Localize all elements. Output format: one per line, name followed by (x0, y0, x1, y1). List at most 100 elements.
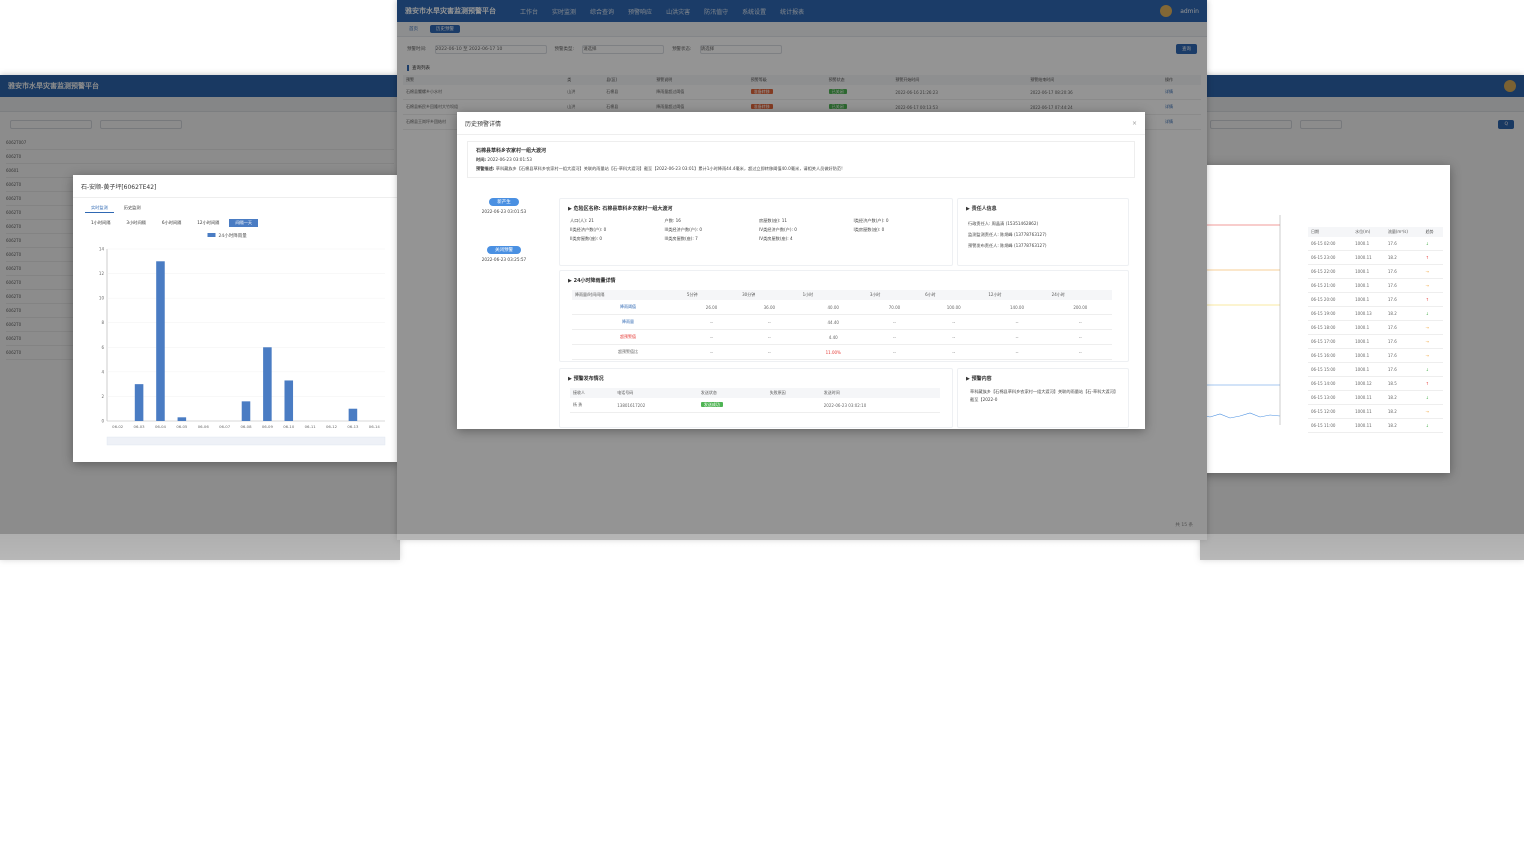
status-badge: 已关闭 (828, 104, 847, 109)
center-filter: 预警时间: 2022-06-10 至 2022-06-17 10 预警类型: 请… (397, 37, 1207, 61)
detail-link[interactable]: 详情 (1165, 89, 1174, 94)
bar (156, 261, 165, 421)
nav-item[interactable]: 预警响应 (628, 8, 653, 16)
rain-cell: 26.00 (683, 300, 740, 315)
x-tick-label: 06-03 (134, 424, 146, 429)
danger-stat: I类经济户数(户): 0 (853, 218, 889, 223)
list-title: 查询列表 (407, 65, 1197, 71)
rain-row: 降雨阈值 26.00 36.00 40.00 70.00 100.00 140.00 200.… (572, 300, 1112, 315)
y-tick-label: 6 (101, 345, 104, 350)
range-6h[interactable]: 6小时间隔 (161, 220, 182, 225)
rain-cell: 200.00 (1048, 300, 1112, 315)
water-level-cell: 17.6 (1384, 264, 1423, 279)
row-start: 2022-06-16 21:26:23 (892, 85, 1028, 100)
tab-history[interactable]: 历史监测 (123, 205, 141, 210)
row-level: 准备转移 (747, 85, 826, 100)
tab-history-warning[interactable]: 历史预警 (430, 25, 460, 33)
column-header: 预警开始时间 (892, 75, 1028, 85)
desc-label: 预警描述: (476, 166, 495, 171)
water-level-row: 06-15 14:00 1000.12 18.5 ↑ (1308, 376, 1443, 391)
x-tick-label: 06-07 (219, 424, 231, 429)
row-op: 详情 (1162, 114, 1201, 130)
range-1h[interactable]: 1小时间隔 (91, 220, 111, 225)
warning-desc: 草科藏族乡【石棉县草科乡农家村一组大渡河】关联的雨量站【石-草科大渡河】截至【2… (495, 166, 843, 171)
bar (263, 347, 272, 421)
rain-cell: 36.00 (739, 300, 800, 315)
nav-item[interactable]: 综合查询 (590, 8, 615, 16)
left-date-input[interactable] (10, 119, 92, 129)
water-level-cell: 06-15 02:00 (1308, 237, 1353, 251)
bar (284, 380, 294, 421)
nav-item[interactable]: 山洪灾害 (666, 8, 691, 16)
status-badge: 已关闭 (828, 89, 847, 94)
user-avatar[interactable] (1504, 80, 1516, 92)
water-level-row: 06-15 19:00 1000.13 18.2 ↓ (1308, 306, 1443, 321)
nav-item[interactable]: 防汛值守 (704, 8, 729, 16)
water-level-cell: 06-15 16:00 (1308, 348, 1353, 363)
rain-cell: -- (866, 314, 923, 330)
rain-row: 超预警值比 -- -- 11.00% -- -- -- -- (572, 344, 1112, 360)
water-level-cell: 1000.11 (1352, 390, 1385, 405)
right-select[interactable] (1300, 119, 1342, 129)
warning-place: 石棉县草科乡农家村一组大渡河 (476, 148, 547, 154)
publish-title-text: 预警发布情况 (573, 376, 604, 382)
right-query-button[interactable]: Q (1498, 119, 1514, 129)
nav-item[interactable]: 工作台 (520, 8, 539, 16)
row-op: 详情 (1162, 99, 1201, 115)
tab-realtime[interactable]: 实时监测 (85, 204, 114, 213)
water-level-chart (1200, 215, 1281, 425)
rain-row-name: 降雨量 (572, 314, 684, 330)
rain-cell: -- (739, 329, 800, 345)
status-select[interactable]: 请选择 (699, 44, 782, 54)
legend-swatch (207, 233, 216, 237)
column-header: 县(区) (603, 75, 654, 85)
water-level-cell: 1000.11 (1352, 250, 1385, 265)
publish-col-header: 电话号码 (614, 388, 698, 398)
water-level-row: 06-15 11:00 1000.11 18.2 ↓ (1308, 418, 1443, 433)
rain-bar-chart: 24小时降雨量 0 2 4 6 8 10 12 14 06-02 06-03 06-04 06-05 06… (99, 232, 386, 446)
timeline-close: 关闭预警 (487, 246, 521, 254)
nav-item[interactable]: 实时监测 (552, 8, 577, 16)
responsible-line: 行政责任人: 周晶清 (15351462862) (968, 221, 1039, 226)
water-level-cell: 1000.13 (1352, 306, 1385, 321)
publish-table: 接收人 电话号码 发送状态 失败原因 发送时间 杨 勇 13801617202 发送成功 20… (570, 388, 940, 413)
left-select[interactable] (100, 119, 182, 129)
column-header: 预警等级 (747, 75, 826, 85)
nav-item[interactable]: 系统设置 (742, 8, 767, 16)
user-name[interactable]: admin (1180, 7, 1199, 15)
left-window: 雅安市水旱灾害监测预警平台 6062T007 6062T0 60601 6062T0 6… (0, 75, 400, 560)
rain-cell: -- (922, 329, 986, 345)
range-12h[interactable]: 12小时间隔 (197, 220, 220, 225)
time-range-input[interactable]: 2022-06-10 至 2022-06-17 10 (434, 44, 547, 54)
user-avatar[interactable] (1160, 5, 1173, 17)
x-tick-label: 06-04 (155, 424, 167, 429)
detail-link[interactable]: 详情 (1165, 119, 1174, 124)
water-level-cell: 17.6 (1384, 278, 1423, 293)
type-select[interactable]: 请选择 (582, 44, 665, 54)
x-tick-label: 06-12 (326, 424, 338, 429)
query-button[interactable]: 查询 (1176, 44, 1197, 54)
water-level-cell: 06-15 17:00 (1308, 334, 1353, 349)
right-input[interactable] (1210, 119, 1292, 129)
rain-cell: -- (985, 329, 1049, 345)
range-1d[interactable]: 间隔一天 (229, 219, 259, 227)
pagination[interactable]: 共 15 条 (1175, 523, 1193, 528)
water-level-row: 06-15 16:00 1000.1 17.6 → (1308, 348, 1443, 363)
range-3h[interactable]: 3小时间隔 (126, 220, 146, 225)
modal-header: 历史预警详情 × (457, 112, 1145, 135)
detail-link[interactable]: 详情 (1165, 104, 1174, 109)
timeline: 新产生 2022-06-23 03:01:53 关闭预警 2022-06-23 … (469, 192, 539, 422)
rain-col-header: 30分钟 (739, 290, 800, 300)
water-level-cell: ↑ (1422, 376, 1443, 391)
rain-col-header: 24小时 (1048, 290, 1112, 300)
nav-item[interactable]: 统计报表 (780, 8, 805, 16)
water-level-cell: 17.6 (1384, 237, 1423, 251)
col-date: 日期 (1308, 227, 1353, 237)
tab-home[interactable]: 首页 (409, 27, 418, 32)
rain-cell: 44.40 (799, 314, 867, 330)
water-level-row: 06-15 23:00 1000.11 18.2 ↑ (1308, 250, 1443, 265)
left-filter (0, 112, 400, 136)
water-level-cell: 17.6 (1384, 362, 1423, 377)
bar (348, 408, 358, 421)
close-icon[interactable]: × (1131, 119, 1137, 127)
